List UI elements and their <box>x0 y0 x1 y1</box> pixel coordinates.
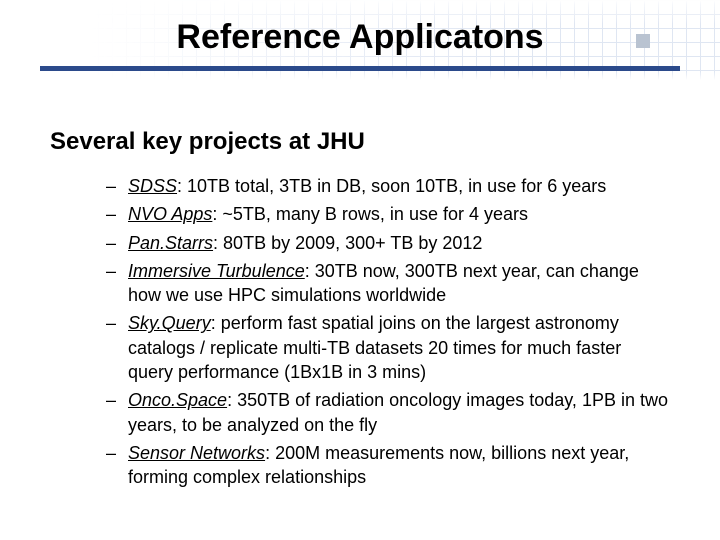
list-item-text: NVO Apps: ~5TB, many B rows, in use for … <box>128 202 670 226</box>
list-item-text: Sky.Query: perform fast spatial joins on… <box>128 311 670 384</box>
bullet-dash: – <box>106 202 128 226</box>
list-item-rest: : ~5TB, many B rows, in use for 4 years <box>212 204 528 224</box>
list-item-text: Sensor Networks: 200M measurements now, … <box>128 441 670 490</box>
list-item-label: Sky.Query <box>128 313 211 333</box>
slide-title: Reference Applicatons <box>0 18 720 57</box>
bullet-dash: – <box>106 441 128 490</box>
list-item-rest: : 10TB total, 3TB in DB, soon 10TB, in u… <box>177 176 606 196</box>
list-item-label: Immersive Turbulence <box>128 261 305 281</box>
list-item-text: Immersive Turbulence: 30TB now, 300TB ne… <box>128 259 670 308</box>
list-item: – NVO Apps: ~5TB, many B rows, in use fo… <box>106 202 670 226</box>
bullet-dash: – <box>106 388 128 437</box>
title-container: Reference Applicatons <box>0 18 720 57</box>
bullet-list: – SDSS: 10TB total, 3TB in DB, soon 10TB… <box>50 174 670 490</box>
subtitle: Several key projects at JHU <box>50 128 670 156</box>
list-item-label: Pan.Starrs <box>128 233 213 253</box>
list-item-label: SDSS <box>128 176 177 196</box>
list-item-label: NVO Apps <box>128 204 212 224</box>
list-item: – SDSS: 10TB total, 3TB in DB, soon 10TB… <box>106 174 670 198</box>
list-item: – Immersive Turbulence: 30TB now, 300TB … <box>106 259 670 308</box>
list-item: – Sensor Networks: 200M measurements now… <box>106 441 670 490</box>
list-item-text: Onco.Space: 350TB of radiation oncology … <box>128 388 670 437</box>
content-area: Several key projects at JHU – SDSS: 10TB… <box>50 128 670 494</box>
bullet-dash: – <box>106 231 128 255</box>
bullet-dash: – <box>106 174 128 198</box>
list-item-rest: : 80TB by 2009, 300+ TB by 2012 <box>213 233 482 253</box>
list-item: – Pan.Starrs: 80TB by 2009, 300+ TB by 2… <box>106 231 670 255</box>
list-item: – Sky.Query: perform fast spatial joins … <box>106 311 670 384</box>
list-item-text: Pan.Starrs: 80TB by 2009, 300+ TB by 201… <box>128 231 670 255</box>
list-item: – Onco.Space: 350TB of radiation oncolog… <box>106 388 670 437</box>
decorative-square <box>636 34 650 48</box>
bullet-dash: – <box>106 259 128 308</box>
title-underline <box>40 66 680 71</box>
bullet-dash: – <box>106 311 128 384</box>
list-item-label: Sensor Networks <box>128 443 265 463</box>
list-item-label: Onco.Space <box>128 390 227 410</box>
list-item-text: SDSS: 10TB total, 3TB in DB, soon 10TB, … <box>128 174 670 198</box>
